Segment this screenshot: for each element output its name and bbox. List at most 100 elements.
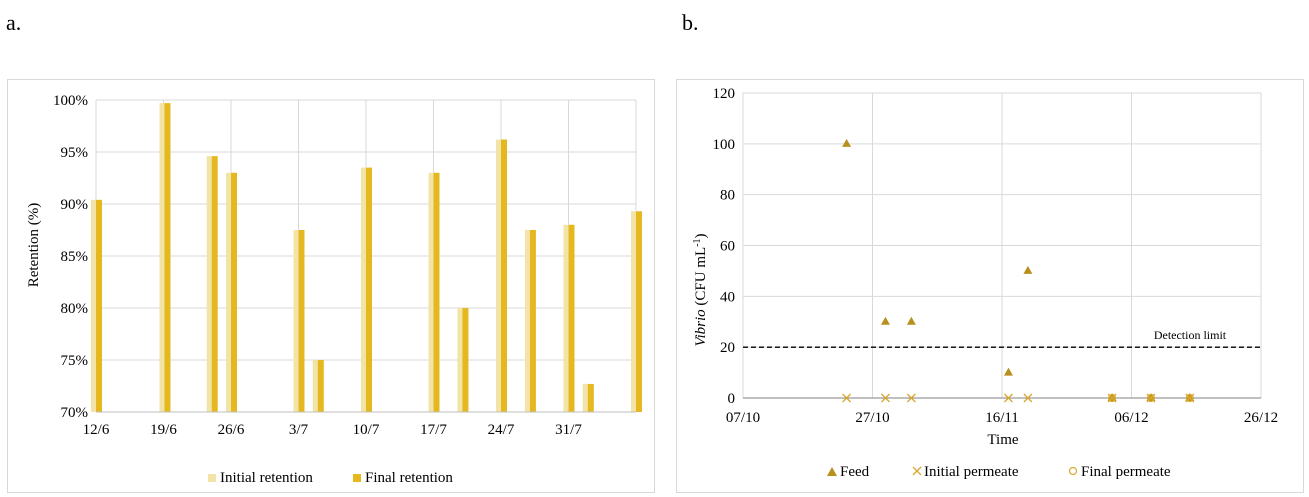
a-xtick-label: 17/7 [420, 422, 447, 438]
a-xtick-label: 10/7 [353, 422, 380, 438]
legend-feed-marker [827, 467, 837, 476]
b-xtick-label: 27/10 [855, 410, 889, 426]
chart-a-ylabel: Retention (%) [26, 203, 42, 288]
point-feed [1107, 393, 1117, 401]
b-xtick-label: 06/12 [1114, 410, 1148, 426]
chart-a-axes: 100% 95% 90% 85% 80% 75% 70%12/6 19/6 26/6 3/7 10/… [53, 93, 636, 438]
bar-initial-retention [91, 199, 96, 412]
ylabel-close: ) [693, 233, 709, 238]
chart-a: 100% 95% 90% 85% 80% 75% 70%12/6 19/6 26/6 3/7 10/… [26, 93, 642, 486]
bar-final-retention [433, 172, 440, 412]
b-ytick-label: 100 [713, 137, 736, 153]
a-ytick-label: 90% [61, 197, 89, 213]
chart-a-frame: 100% 95% 90% 85% 80% 75% 70% 12/6 19/6 26/6 3/7 10/… [7, 79, 655, 493]
chart-b-points [842, 138, 1195, 403]
panel-a-letter: a. [6, 10, 22, 35]
ylabel-italic: Vibrio [693, 309, 709, 347]
bar-final-retention [231, 172, 237, 412]
legend-final-swatch [353, 474, 361, 482]
ylabel-rest: (CFU mL [693, 247, 709, 310]
point-final-permeate [1185, 393, 1194, 403]
point-initial-permeate [906, 393, 916, 403]
point-feed [842, 138, 852, 147]
b-ytick-label: 120 [713, 86, 736, 102]
bar-final-retention [587, 383, 594, 412]
legend-feed-label: Feed [840, 464, 870, 480]
a-ytick-label: 95% [61, 145, 89, 161]
a-ytick-label: 75% [61, 353, 89, 369]
chart-b-legend: Feed Initial permeate Final permeate [827, 464, 1171, 480]
a-ytick-label: 70% [61, 405, 89, 421]
detection-limit-label: Detection limit [1154, 328, 1227, 342]
point-feed [1003, 367, 1013, 376]
b-ytick-label: 80 [720, 188, 735, 204]
point-feed [906, 316, 916, 325]
bar-initial-retention [496, 139, 501, 412]
bar-initial-retention [457, 308, 463, 412]
chart-b-frame: 0 20 40 60 80 100 120 07/10 27/10 16/11 06/12 26/12… [676, 79, 1304, 493]
b-ytick-label: 40 [720, 289, 735, 305]
a-xtick-label: 31/7 [555, 422, 582, 438]
legend-final-marker [1068, 466, 1078, 476]
bar-final-retention [462, 308, 469, 412]
a-xtick-label: 12/6 [83, 422, 110, 438]
bar-final-retention [568, 224, 575, 412]
bar-initial-retention [312, 360, 318, 412]
bar-initial-retention [361, 167, 366, 412]
legend-initial-swatch [208, 474, 216, 482]
legend-final-permeate-label: Final permeate [1081, 464, 1171, 480]
chart-a-bars [91, 103, 642, 413]
point-feed [1146, 393, 1156, 401]
a-ytick-label: 80% [61, 301, 89, 317]
chart-b: 0 20 40 60 80 100 120 07/10 27/10 16/11 06/12 26/12… [692, 86, 1279, 480]
panel-b-letter: b. [682, 10, 699, 35]
chart-b-axes: 0 20 40 60 80 100 120 07/10 27/10 16/11 06/12 26/12… [713, 86, 1279, 426]
a-ytick-label: 100% [53, 93, 88, 109]
b-xtick-label: 26/12 [1244, 410, 1278, 426]
legend-initial-label: Initial retention [220, 470, 313, 486]
bar-initial-retention [563, 224, 569, 412]
bar-initial-retention [631, 211, 636, 412]
bar-initial-retention [582, 383, 588, 412]
bar-final-retention [164, 103, 171, 413]
legend-initial-permeate-label: Initial permeate [924, 464, 1019, 480]
point-initial-permeate [842, 393, 852, 403]
point-feed [1185, 393, 1195, 401]
point-feed [1023, 265, 1033, 274]
point-final-permeate [1146, 393, 1156, 403]
a-xtick-label: 26/6 [218, 422, 245, 438]
bar-initial-retention [226, 172, 231, 412]
a-xtick-label: 19/6 [150, 422, 177, 438]
b-ytick-label: 0 [728, 391, 736, 407]
b-xtick-label: 07/10 [726, 410, 760, 426]
chart-b-ylabel: Vibrio (CFU mL-1) [692, 233, 710, 346]
bar-final-retention [211, 156, 218, 412]
point-initial-permeate [1004, 393, 1013, 403]
bar-initial-retention [428, 172, 434, 412]
chart-b-xlabel: Time [987, 432, 1018, 448]
bar-final-retention [636, 211, 642, 412]
bar-final-retention [366, 167, 372, 412]
bar-final-retention [96, 199, 102, 412]
point-initial-permeate [1023, 393, 1033, 403]
bar-initial-retention [293, 230, 299, 412]
legend-final-label: Final retention [365, 470, 453, 486]
legend-initial-marker [912, 466, 922, 476]
bar-final-retention [317, 360, 324, 412]
bar-initial-retention [159, 103, 165, 413]
bar-initial-retention [206, 156, 212, 412]
a-xtick-label: 3/7 [289, 422, 309, 438]
bar-final-retention [298, 230, 305, 412]
point-initial-permeate [880, 393, 890, 403]
bar-final-retention [501, 139, 507, 412]
a-ytick-label: 85% [61, 249, 89, 265]
b-ytick-label: 60 [720, 239, 735, 255]
chart-a-legend: Initial retention Final retention [208, 470, 453, 486]
b-ytick-label: 20 [720, 340, 735, 356]
b-xtick-label: 16/11 [985, 410, 1019, 426]
ylabel-sup: -1 [692, 238, 703, 246]
point-final-permeate [1107, 393, 1117, 403]
bar-initial-retention [524, 230, 530, 412]
chart-b-grid [742, 92, 1262, 399]
a-xtick-label: 24/7 [488, 422, 515, 438]
